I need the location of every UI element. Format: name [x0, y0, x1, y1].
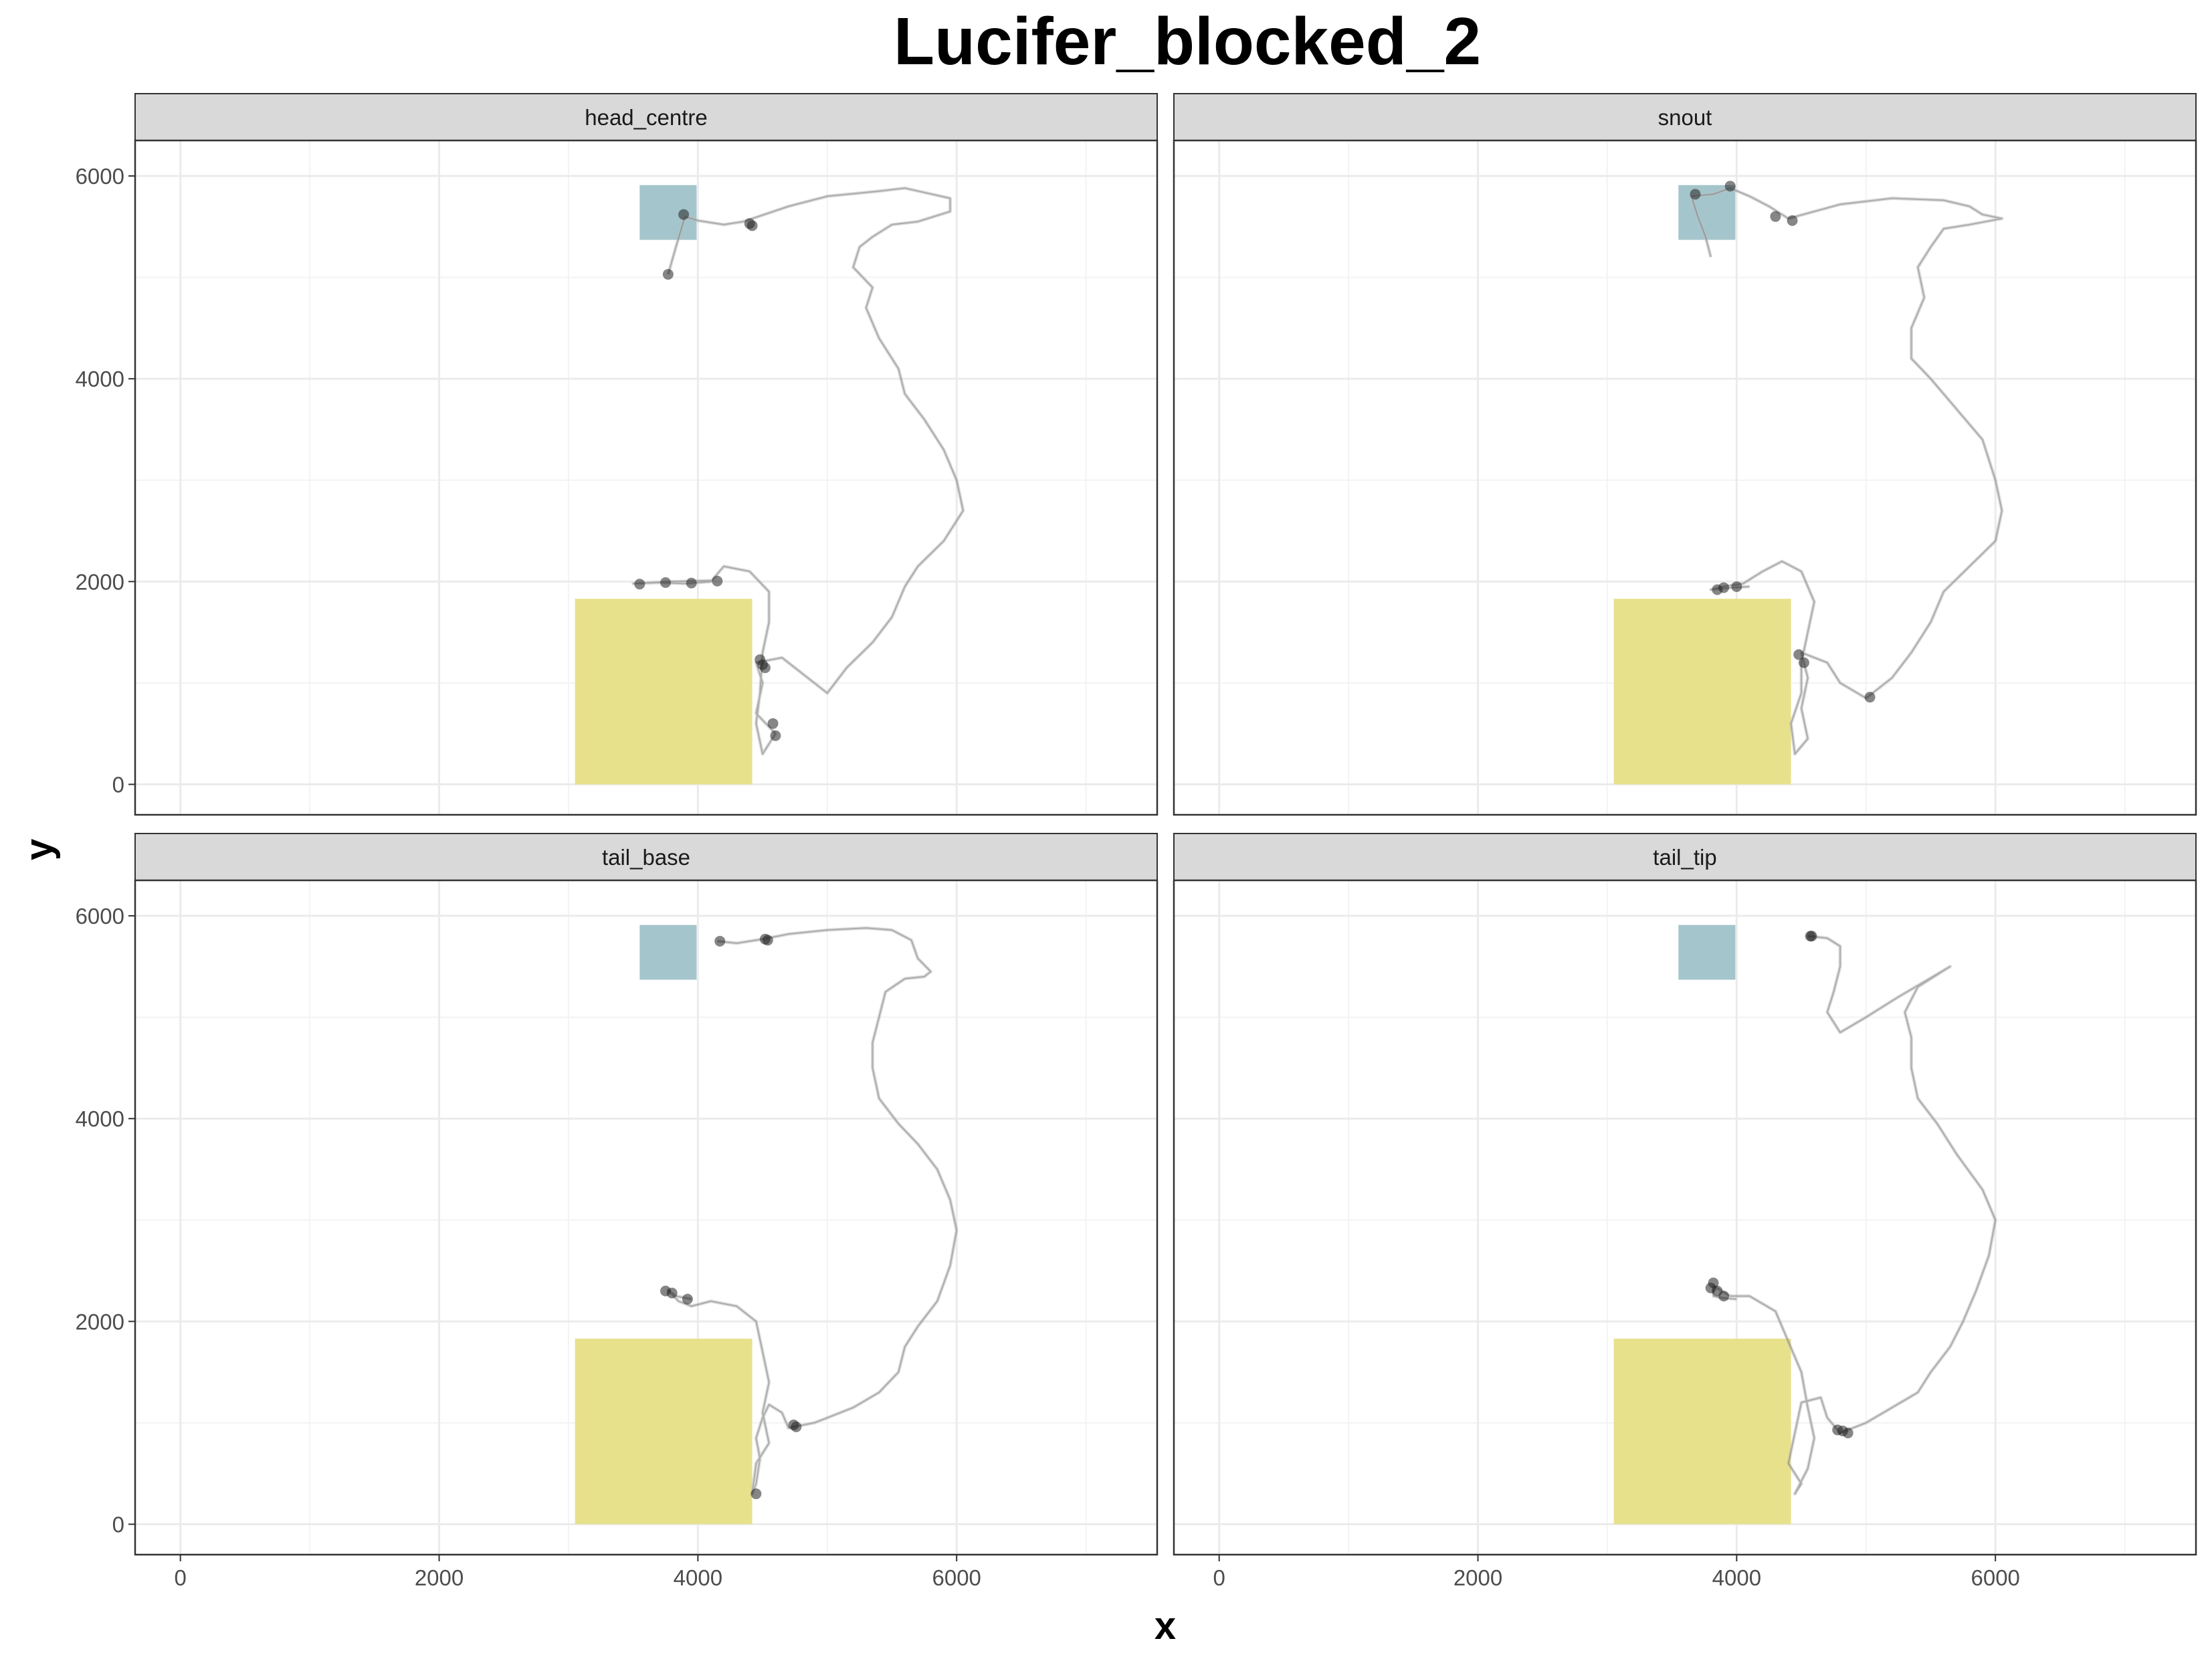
x-tick-label: 6000: [932, 1565, 981, 1590]
trajectory-point: [1787, 215, 1798, 226]
facet-head_centre: head_centre: [134, 93, 1159, 816]
facet-strip-label: tail_tip: [1653, 845, 1716, 870]
facet-tail_tip: tail_tip: [1173, 833, 2197, 1556]
y-tick-label: 0: [112, 1512, 124, 1537]
facet-tail_base: tail_base: [134, 833, 1159, 1556]
trajectory-point: [1793, 649, 1805, 660]
trajectory-halo: [1712, 934, 1997, 1496]
x-axis-title: x: [1154, 1604, 1176, 1648]
trajectory-point: [762, 935, 773, 946]
trajectory-point: [712, 575, 723, 587]
trajectory-point: [660, 577, 672, 588]
trajectory-point: [1770, 211, 1781, 222]
trajectory-point: [755, 654, 766, 666]
trajectory-point: [1718, 1290, 1730, 1302]
x-tick-label: 0: [1213, 1565, 1225, 1590]
facet-strip: [134, 93, 1158, 141]
trajectory-point: [1690, 189, 1701, 200]
y-tick-label: 2000: [76, 1309, 124, 1334]
panel-border: [1173, 139, 2197, 816]
trajectory-halo: [631, 186, 965, 756]
trajectory-point: [634, 579, 645, 590]
trajectory-point: [767, 718, 779, 729]
panel-border: [134, 879, 1159, 1556]
trajectory-point: [791, 1422, 802, 1433]
zone-yellow: [1613, 1339, 1791, 1525]
x-axis: 0 2000 4000 6000 0 2000 4000 6000: [175, 1555, 2020, 1590]
trajectory-point: [759, 662, 771, 674]
x-tick-label: 6000: [1971, 1565, 2019, 1590]
trajectory-point: [678, 209, 690, 220]
trajectory-point: [1842, 1428, 1853, 1439]
y-axis-title: y: [17, 839, 61, 860]
trajectory-point: [682, 1294, 693, 1305]
facet-strip: [134, 833, 1158, 881]
trajectory-point: [714, 935, 726, 947]
trajectory-point: [770, 730, 781, 741]
chart-title: Lucifer_blocked_2: [894, 4, 1481, 79]
facet-snout: snout: [1173, 93, 2197, 816]
trajectory-point: [1708, 1277, 1719, 1288]
y-tick-label: 0: [112, 773, 124, 797]
trajectory-point: [1724, 181, 1736, 192]
trajectory-point: [666, 1287, 678, 1298]
y-tick-label: 2000: [76, 569, 124, 594]
trajectory-path: [632, 187, 964, 755]
panel-border: [1173, 879, 2197, 1556]
x-tick-label: 4000: [1712, 1565, 1761, 1590]
trajectory-halo: [666, 926, 959, 1496]
x-tick-label: 4000: [674, 1565, 722, 1590]
trajectory-path: [667, 927, 958, 1495]
grid-lines: [1174, 140, 2196, 815]
x-tick-label: 0: [175, 1565, 187, 1590]
trajectory-point: [1731, 581, 1742, 592]
y-tick-label: 4000: [76, 1106, 124, 1131]
zone-blue: [639, 924, 697, 980]
y-tick-label: 6000: [76, 164, 124, 189]
x-tick-label: 2000: [1453, 1565, 1502, 1590]
y-axis: 0 2000 4000 6000 0 2000 4000 6000: [76, 164, 135, 1537]
facet-strip-label: tail_base: [602, 845, 690, 870]
facet-strip: [1173, 833, 2197, 881]
trajectory-point: [1864, 692, 1876, 703]
zone-blue: [1678, 924, 1736, 980]
panel-border: [134, 139, 1159, 816]
trajectory-point: [1718, 582, 1730, 593]
facet-panels: head_centre snout tail_base tail_tip: [134, 93, 2197, 1556]
zone-yellow: [575, 599, 752, 785]
x-tick-label: 2000: [415, 1565, 464, 1590]
trajectory-point: [1798, 657, 1809, 668]
trajectory-halo: [1690, 186, 2004, 756]
trajectory-point: [1806, 931, 1817, 942]
grid-lines: [135, 140, 1157, 815]
y-tick-label: 4000: [76, 367, 124, 391]
y-tick-label: 6000: [76, 904, 124, 929]
trajectory-point: [746, 220, 758, 231]
facet-strip-label: head_centre: [585, 105, 707, 130]
trajectory-point: [686, 577, 697, 589]
facet-strip-label: snout: [1658, 105, 1712, 130]
trajectory-point: [662, 269, 674, 280]
zone-yellow: [1613, 599, 1791, 785]
zone-yellow: [575, 1339, 752, 1525]
trajectory-path: [1712, 935, 1997, 1495]
trajectory-path: [1690, 187, 2003, 755]
trajectory-point: [750, 1488, 762, 1500]
